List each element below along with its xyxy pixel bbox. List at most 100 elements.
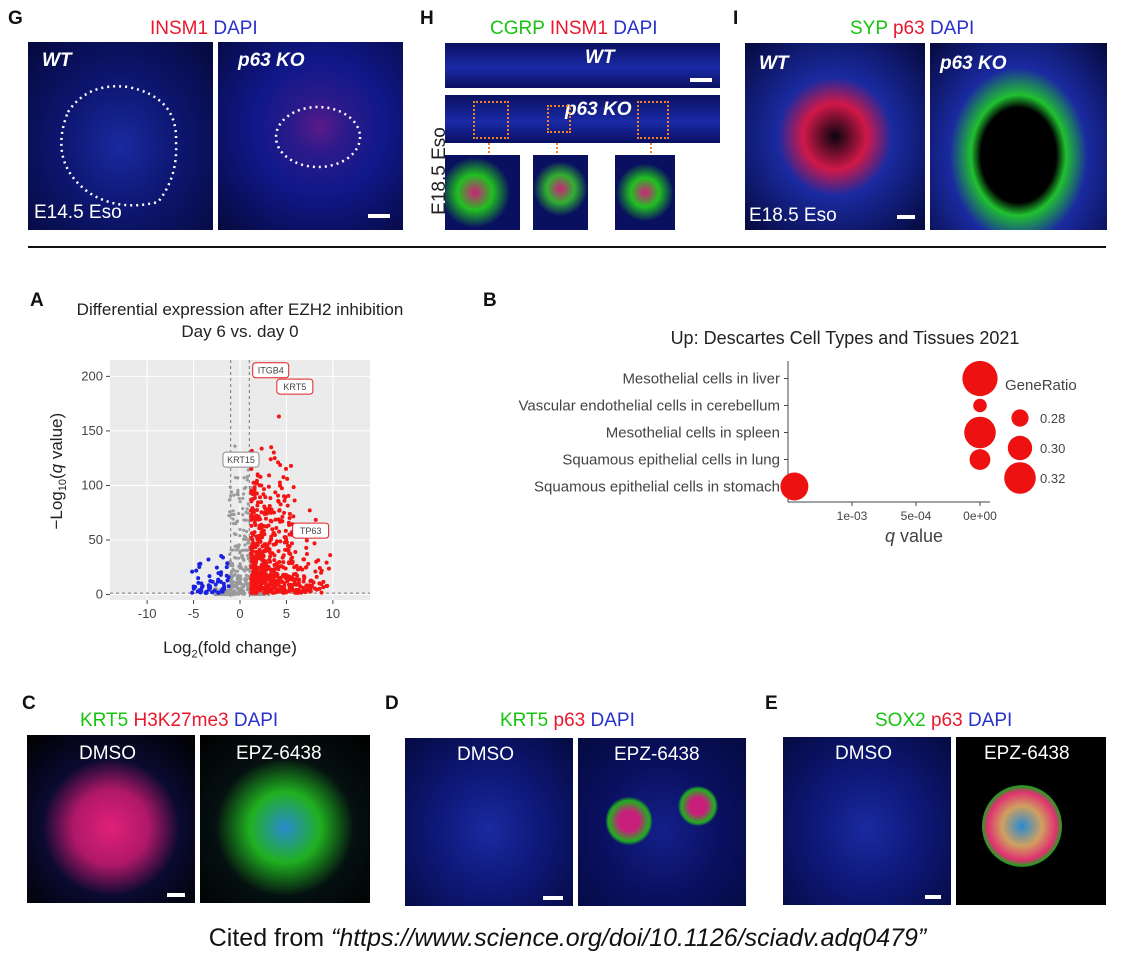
point-ns: [247, 541, 251, 545]
point-ns: [236, 580, 240, 584]
dot: [969, 449, 991, 470]
point-up: [261, 492, 266, 497]
point-up: [304, 565, 309, 570]
point-ns: [249, 486, 253, 490]
point-ns: [245, 478, 249, 482]
point-down: [206, 583, 211, 588]
point-ns: [240, 566, 244, 571]
point-up: [255, 500, 260, 505]
point-ns: [228, 510, 232, 514]
category-label: Mesothelial cells in spleen: [606, 425, 780, 442]
point-ns: [242, 548, 246, 552]
legend-label: 0.28: [1040, 411, 1065, 426]
point-up: [290, 583, 295, 588]
point-up: [268, 575, 273, 580]
point-up: [277, 480, 282, 485]
label-stage: E14.5 Eso: [34, 202, 122, 223]
stain-h3k27me3: H3K27me3: [133, 710, 229, 731]
panel-label-e: E: [765, 693, 778, 714]
category-label: Squamous epithelial cells in stomach: [534, 479, 780, 496]
panel-label-c: C: [22, 693, 36, 714]
inset-box-1: [473, 101, 509, 139]
point-up: [283, 528, 288, 533]
point-up: [259, 522, 264, 527]
micrograph-i-wt: WT E18.5 Eso: [745, 43, 925, 230]
point-up: [249, 466, 254, 471]
legend-dot: [1011, 409, 1029, 427]
label-stage: E18.5 Eso: [749, 205, 837, 226]
label-dmso: DMSO: [835, 743, 892, 764]
point-ns: [240, 554, 244, 558]
point-ns: [228, 590, 232, 594]
point-ns: [242, 528, 246, 532]
inset-box-2: [547, 105, 571, 133]
point-up: [272, 456, 277, 461]
stain-p63: p63: [553, 710, 586, 731]
label-epz: EPZ-6438: [984, 743, 1070, 764]
point-up: [254, 565, 259, 570]
point-up: [267, 473, 272, 478]
point-ns: [227, 498, 232, 502]
point-up: [256, 514, 261, 519]
point-up: [264, 524, 269, 529]
point-up: [261, 528, 266, 533]
legend-title: GeneRatio: [1005, 377, 1077, 394]
point-ns: [246, 511, 250, 515]
tick-label-x: 1e-03: [837, 509, 868, 523]
point-up: [283, 575, 288, 580]
point-ns: [225, 592, 229, 597]
point-up: [286, 560, 291, 565]
point-up: [291, 485, 296, 490]
point-up: [276, 549, 281, 554]
point-up: [250, 541, 255, 546]
stain-legend-c: KRT5 H3K27me3 DAPI: [80, 710, 278, 732]
point-up: [264, 588, 269, 593]
point-up: [262, 542, 267, 547]
label-p63-ko: p63 KO: [940, 53, 1007, 74]
point-up: [254, 552, 259, 557]
dot: [964, 416, 996, 449]
label-box: [252, 362, 290, 379]
point-up: [251, 515, 256, 520]
point-up: [275, 572, 280, 577]
label-dmso: DMSO: [457, 744, 514, 765]
point-up: [267, 566, 272, 571]
stain-legend-h: CGRP INSM1 DAPI: [490, 18, 658, 40]
label-box: [292, 522, 330, 539]
point-up: [286, 493, 291, 498]
point-up: [290, 555, 295, 560]
panel-label-a: A: [30, 290, 44, 311]
stain-legend-i: SYP p63 DAPI: [850, 18, 974, 40]
point-ns: [239, 564, 243, 568]
point-up: [314, 574, 319, 579]
point-up: [281, 475, 286, 480]
point-down: [225, 578, 230, 583]
stain-krt5: KRT5: [500, 710, 549, 731]
point-ns: [233, 555, 237, 560]
point-down: [226, 584, 231, 589]
point-up: [276, 414, 281, 419]
point-up: [302, 557, 307, 562]
point-up: [321, 585, 326, 590]
dot: [780, 472, 809, 501]
point-ns: [241, 492, 246, 496]
point-up: [262, 532, 267, 537]
point-up: [254, 534, 259, 539]
point-up: [282, 535, 287, 540]
point-up: [249, 531, 254, 536]
point-ns: [228, 552, 232, 556]
point-up: [264, 511, 269, 516]
tick-label-y: 150: [81, 423, 103, 438]
point-ns: [230, 512, 234, 517]
point-up: [317, 586, 322, 591]
point-up: [269, 445, 274, 450]
point-ns: [233, 475, 238, 480]
dotplot-title: Up: Descartes Cell Types and Tissues 202…: [670, 328, 1020, 348]
point-ns: [225, 589, 229, 593]
point-up: [258, 474, 263, 479]
point-up: [287, 511, 292, 516]
point-ns: [230, 581, 234, 585]
point-up: [250, 574, 255, 579]
point-up: [256, 517, 261, 522]
point-up: [280, 514, 285, 519]
